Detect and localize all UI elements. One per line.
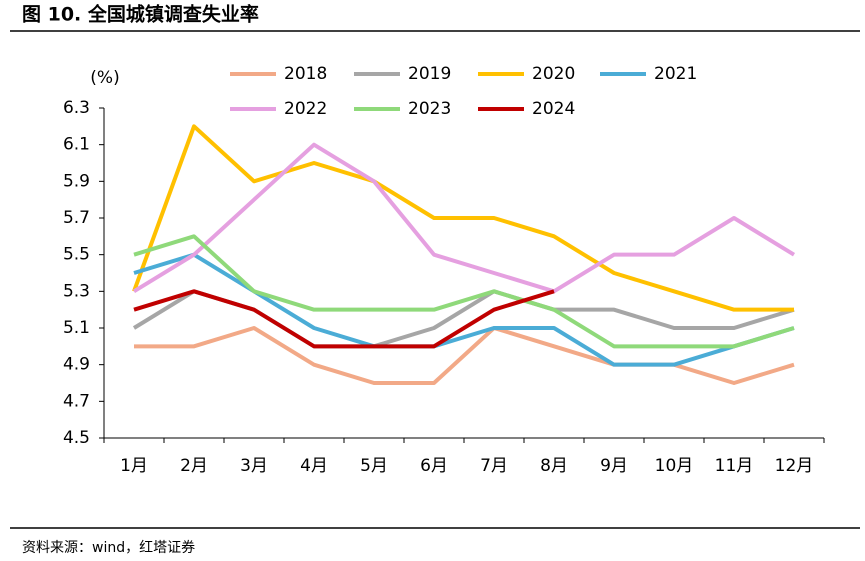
series-line	[132, 142, 796, 294]
series-line	[133, 289, 555, 349]
legend-label: 2020	[532, 64, 575, 84]
legend-label: 2019	[408, 64, 451, 84]
x-tick-label: 1月	[120, 456, 148, 476]
y-tick-label: 5.3	[63, 281, 90, 301]
x-tick-label: 10月	[655, 456, 694, 476]
y-unit: (%)	[90, 68, 119, 88]
x-tick-label: 11月	[715, 456, 754, 476]
x-tick-label: 12月	[775, 456, 814, 476]
chart-title: 图 10. 全国城镇调查失业率	[22, 3, 259, 26]
x-tick-label: 3月	[240, 456, 268, 476]
y-tick-label: 6.3	[63, 98, 90, 118]
series-line	[132, 124, 794, 312]
y-tick-label: 5.9	[63, 171, 90, 191]
y-tick-label: 5.5	[63, 245, 90, 265]
x-tick-label: 7月	[480, 456, 508, 476]
x-tick-label: 8月	[540, 456, 568, 476]
legend-label: 2024	[532, 99, 575, 119]
x-tick-label: 5月	[360, 456, 388, 476]
y-tick-label: 4.5	[63, 428, 90, 448]
source: 资料来源：wind，红塔证券	[22, 540, 195, 556]
legend-label: 2021	[654, 64, 697, 84]
legend-label: 2022	[284, 99, 327, 119]
series-line	[133, 234, 795, 349]
y-tick-label: 4.9	[63, 355, 90, 375]
x-tick-label: 6月	[420, 456, 448, 476]
y-tick-label: 5.1	[63, 318, 90, 338]
x-tick-label: 9月	[600, 456, 628, 476]
y-tick-label: 4.7	[63, 391, 90, 411]
legend-label: 2018	[284, 64, 327, 84]
x-tick-label: 2月	[180, 456, 208, 476]
series-line	[133, 252, 795, 367]
y-tick-label: 5.7	[63, 208, 90, 228]
series-line	[134, 326, 795, 385]
x-tick-label: 4月	[300, 456, 328, 476]
y-tick-label: 6.1	[63, 135, 90, 155]
legend-label: 2023	[408, 99, 451, 119]
